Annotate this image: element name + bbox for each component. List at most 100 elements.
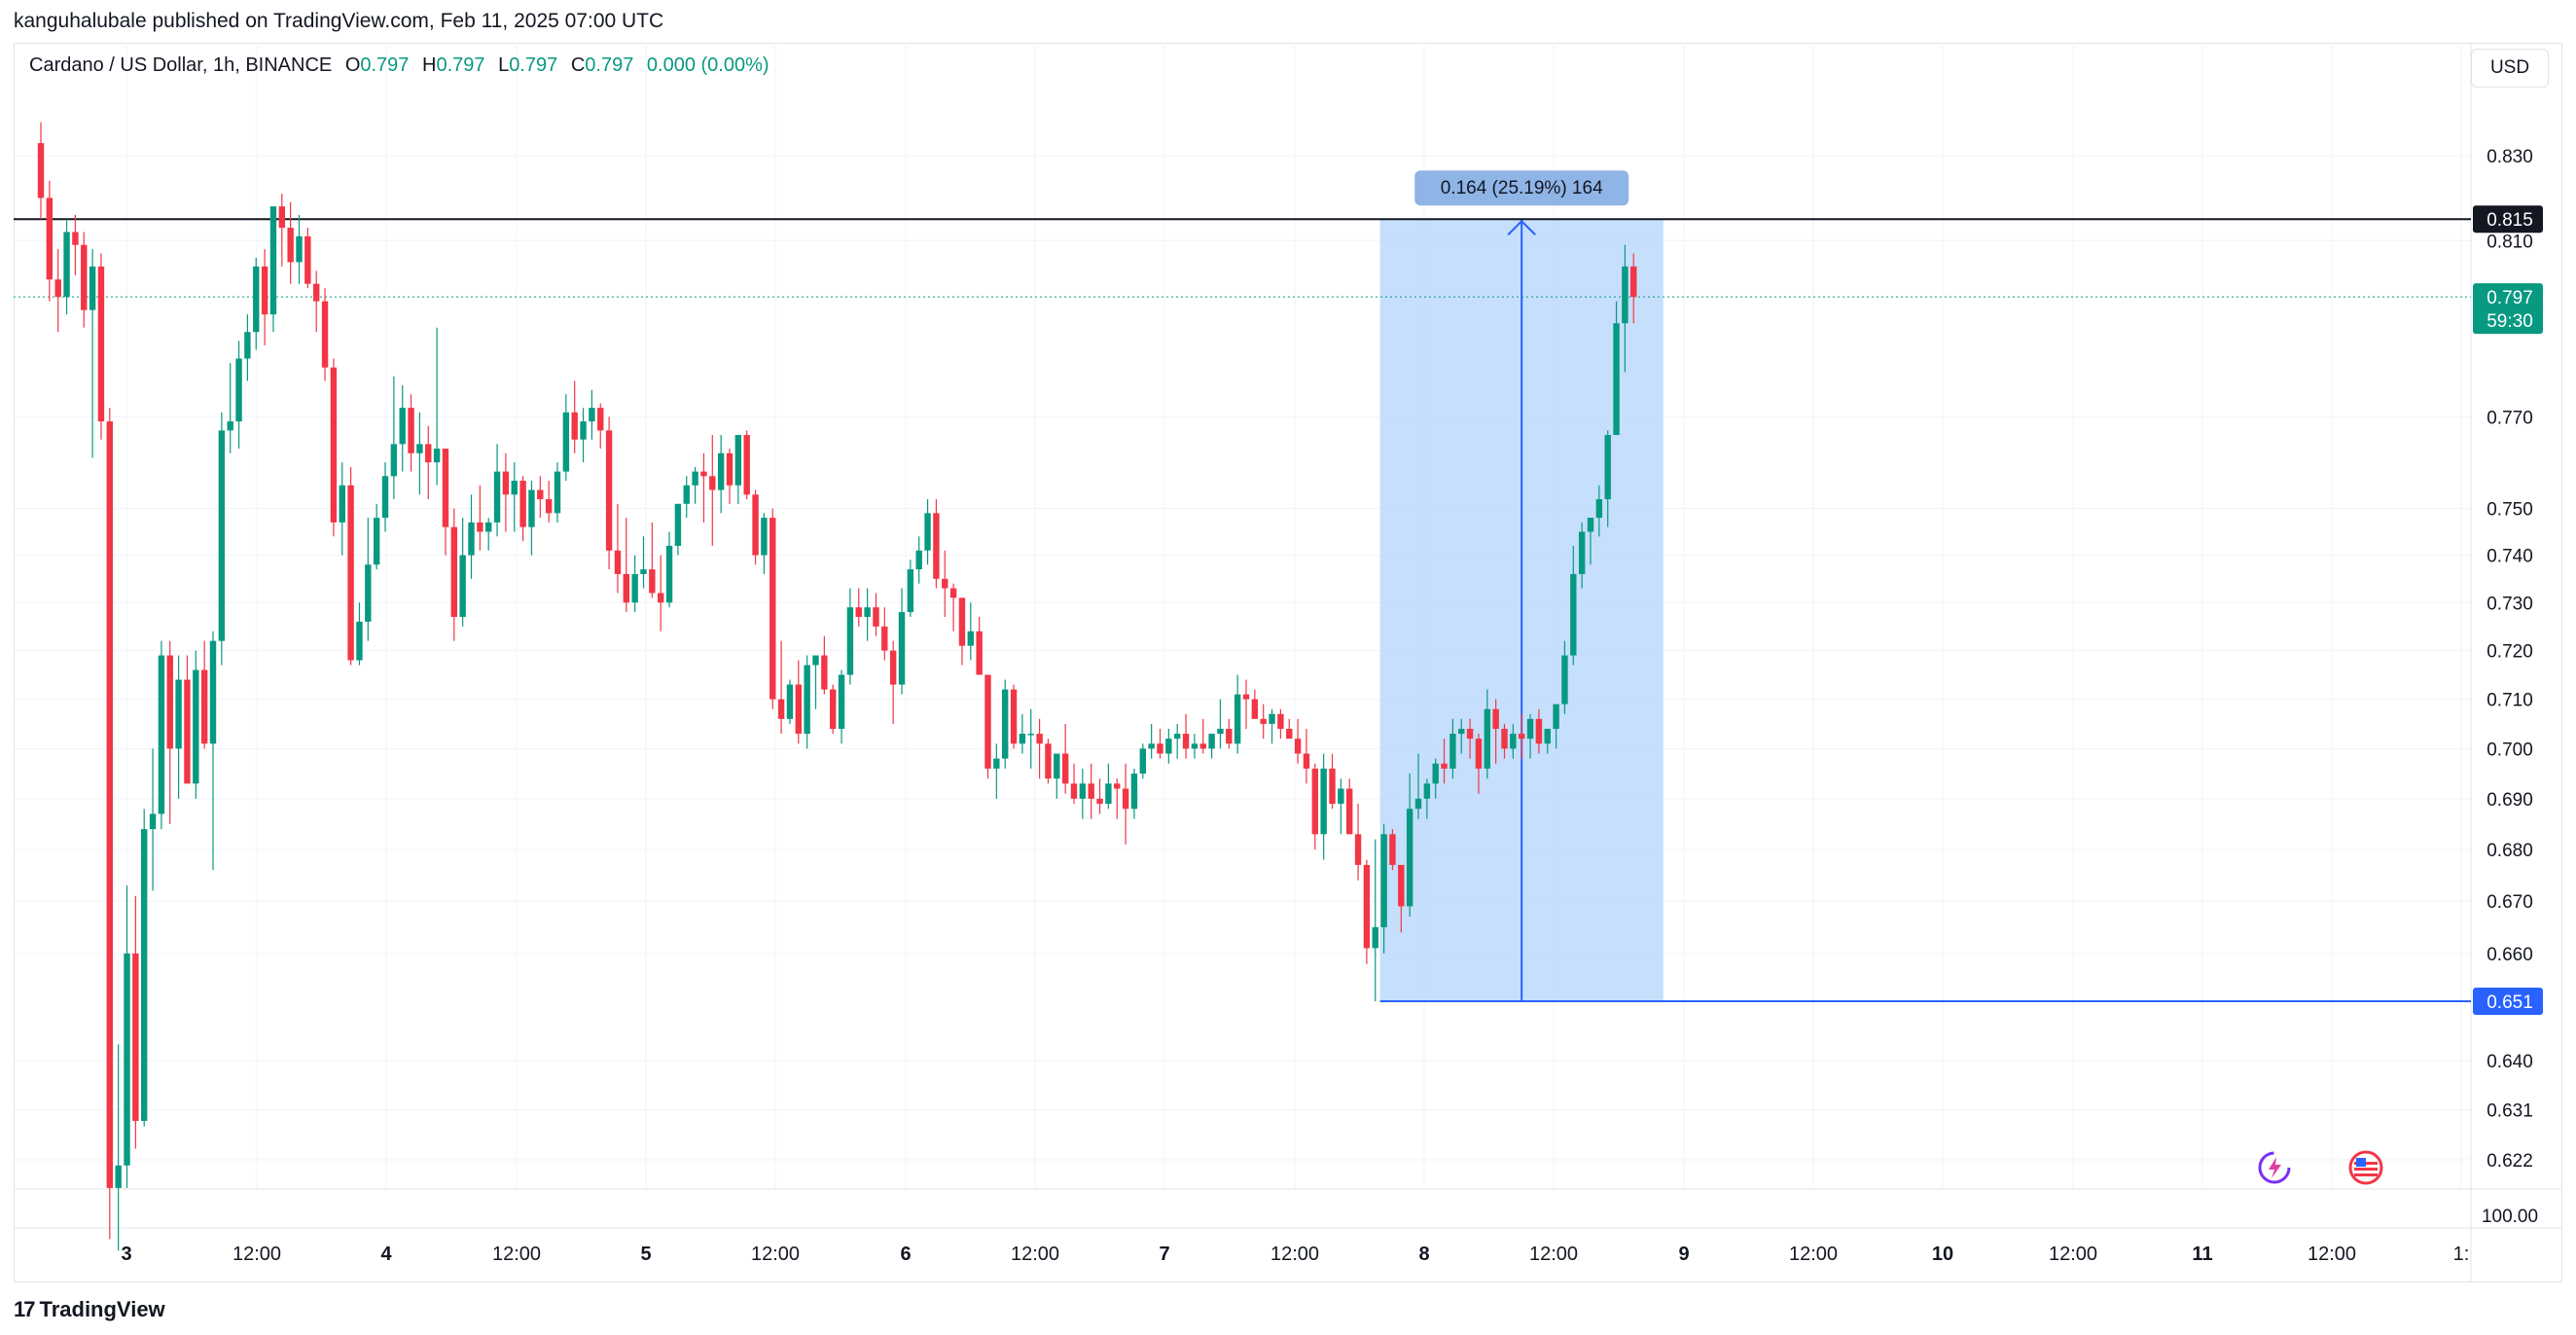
candle <box>106 408 113 1240</box>
time-tick-label: 12:00 <box>233 1244 281 1265</box>
candle-body <box>881 626 888 651</box>
candle <box>1002 679 1009 769</box>
candle <box>1553 704 1559 749</box>
candle <box>1484 689 1490 779</box>
price-tick-label: 0.710 <box>2487 691 2533 711</box>
candle <box>1406 774 1413 918</box>
candle-body <box>1019 734 1026 744</box>
candle-body <box>589 408 595 422</box>
candle-body <box>1501 728 1508 749</box>
candle-body <box>743 435 750 495</box>
candle-body <box>1079 783 1087 799</box>
candle <box>1010 684 1018 749</box>
candle-body <box>1027 734 1034 736</box>
price-tick-label: 0.640 <box>2487 1052 2533 1072</box>
candle-body <box>993 758 1000 769</box>
candle <box>1630 253 1637 324</box>
candle-body <box>269 206 277 315</box>
candle-body <box>1036 734 1043 744</box>
us-flag-icon[interactable] <box>2348 1150 2383 1185</box>
candle-body <box>1226 728 1233 744</box>
measure-label-bg <box>1414 170 1629 206</box>
candle-body <box>777 699 785 719</box>
price-badge-bg <box>2473 205 2543 234</box>
candle-body <box>1294 739 1302 754</box>
candle <box>1346 778 1353 835</box>
candle-body <box>1303 753 1310 769</box>
candle-body <box>365 564 372 622</box>
candle <box>485 518 492 551</box>
price-tick-label: 0.690 <box>2487 790 2533 811</box>
candle-body <box>1088 783 1094 799</box>
candle <box>1122 763 1129 845</box>
candle <box>1027 708 1034 769</box>
horizontal-lines <box>14 218 2471 1002</box>
time-tick-label: 8 <box>1418 1244 1429 1265</box>
candle <box>1303 728 1310 784</box>
candle-body <box>1251 699 1259 719</box>
price-badge-bg <box>2473 283 2543 335</box>
time-tick-label: 12:00 <box>1011 1244 1059 1265</box>
price-tick-label: 0.830 <box>2487 147 2533 167</box>
candle <box>1242 679 1250 729</box>
candle-body <box>984 674 991 769</box>
price-tick-label: 0.622 <box>2487 1151 2533 1172</box>
candle-body <box>726 452 733 486</box>
open-label: O <box>344 54 361 76</box>
currency-button[interactable]: USD <box>2471 49 2549 88</box>
candle-body <box>1475 739 1483 769</box>
candle <box>528 481 535 556</box>
candle-body <box>1406 809 1413 907</box>
tradingview-logo[interactable]: 17 TradingView <box>14 1297 165 1322</box>
candle <box>166 640 173 824</box>
candle-body <box>442 449 449 527</box>
candle-body <box>692 471 698 486</box>
candle-body <box>200 669 208 744</box>
candle-body <box>1492 708 1499 729</box>
candle-body <box>976 631 983 675</box>
candle-body <box>1242 694 1250 700</box>
candle <box>399 385 406 472</box>
candle <box>408 394 414 472</box>
candle-body <box>519 481 526 527</box>
candle <box>786 679 794 724</box>
candle-body <box>907 569 914 613</box>
candle <box>1466 718 1474 759</box>
candle <box>976 616 983 675</box>
candle <box>339 462 345 556</box>
candle-body <box>562 412 570 472</box>
candle-body <box>1002 689 1009 759</box>
candle-body <box>1441 763 1448 769</box>
candle <box>838 669 845 744</box>
candle <box>124 885 130 1188</box>
candle-body <box>597 408 604 431</box>
time-tick-label: 5 <box>640 1244 651 1265</box>
candle-body <box>1105 783 1112 805</box>
candle <box>184 655 191 784</box>
candle <box>1595 485 1603 537</box>
candle-body <box>1157 743 1163 754</box>
candle <box>804 655 810 749</box>
candle-body <box>193 669 199 784</box>
candle <box>924 499 931 565</box>
candle-body <box>1398 864 1405 907</box>
candle <box>1561 640 1568 714</box>
candle <box>1191 734 1199 759</box>
candle <box>1311 763 1318 850</box>
candle-body <box>1234 694 1241 744</box>
candle <box>425 425 432 500</box>
candle <box>1354 804 1362 881</box>
candle <box>537 476 544 519</box>
price-tick-label: 0.750 <box>2487 500 2533 521</box>
candle-body <box>330 367 338 523</box>
candle-body <box>1553 704 1559 729</box>
price-tick-label: 0.660 <box>2487 945 2533 965</box>
candle-body <box>261 266 268 315</box>
candle <box>605 416 613 570</box>
lightning-replay-icon[interactable] <box>2257 1150 2292 1185</box>
candle-body <box>1526 718 1534 740</box>
candle <box>365 518 372 641</box>
candle-body <box>37 143 45 198</box>
time-tick-label: 12:00 <box>492 1244 541 1265</box>
